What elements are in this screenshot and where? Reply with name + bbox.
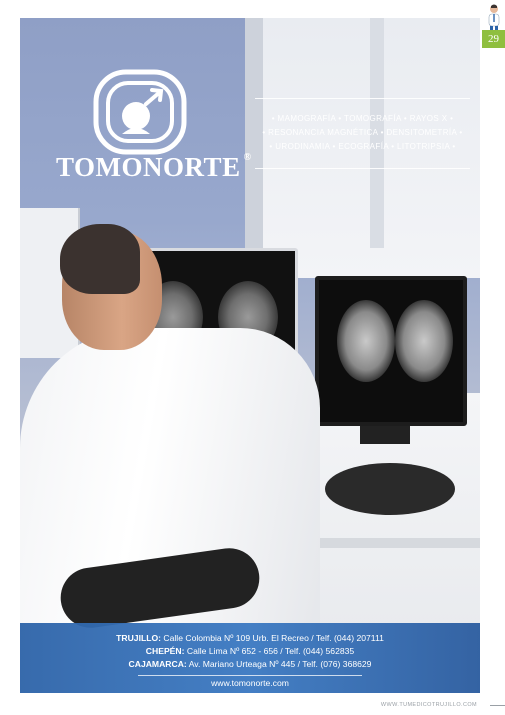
doctor-hair <box>60 224 140 294</box>
address-detail: Calle Colombia Nº 109 Urb. El Recreo / T… <box>163 633 384 643</box>
address-line: TRUJILLO: Calle Colombia Nº 109 Urb. El … <box>20 632 480 645</box>
advertisement: TOMONORTE ® • MAMOGRAFÍA • TOMOGRAFÍA • R… <box>20 18 480 693</box>
brain-scan <box>395 300 453 382</box>
footer-site[interactable]: WWW.TUMEDICOTRUJILLO.COM <box>380 702 477 708</box>
divider <box>138 675 362 676</box>
website-link[interactable]: www.tomonorte.com <box>211 678 289 688</box>
address-line: CAJAMARCA: Av. Mariano Urteaga Nº 445 / … <box>20 658 480 671</box>
doctor-figure-icon <box>488 4 500 30</box>
divider <box>255 98 470 99</box>
addresses: TRUJILLO: Calle Colombia Nº 109 Urb. El … <box>20 632 480 671</box>
brain-scan <box>337 300 395 382</box>
city-label: CHEPÉN: <box>145 646 185 656</box>
desk-edge <box>160 538 480 548</box>
samsung-monitor <box>315 276 467 426</box>
divider <box>255 168 470 169</box>
page-number: 29 <box>482 30 505 48</box>
address-detail: Calle Lima Nº 652 - 656 / Telf. (044) 56… <box>186 646 355 656</box>
tomonorte-logo-icon <box>93 69 187 155</box>
services-line: • MAMOGRAFÍA • TOMOGRAFÍA • RAYOS X • <box>271 114 454 123</box>
door-frame <box>245 18 263 318</box>
monitor-stand <box>360 426 410 444</box>
address-detail: Av. Mariano Urteaga Nº 445 / Telf. (076)… <box>188 659 372 669</box>
brand-name: TOMONORTE ® <box>56 152 256 183</box>
contact-band <box>20 623 480 693</box>
city-label: CAJAMARCA: <box>128 659 187 669</box>
services-line: • RESONANCIA MAGNÉTICA • DENSITOMETRÍA • <box>262 128 463 137</box>
door-frame <box>370 18 384 248</box>
city-label: TRUJILLO: <box>116 633 161 643</box>
brand-name-text: TOMONORTE <box>56 152 241 182</box>
address-line: CHEPÉN: Calle Lima Nº 652 - 656 / Telf. … <box>20 645 480 658</box>
services-line: • URODINAMIA • ECOGRAFÍA • LITOTRIPSIA • <box>269 142 456 151</box>
services-list: • MAMOGRAFÍA • TOMOGRAFÍA • RAYOS X • • … <box>255 98 470 169</box>
mousepad <box>325 463 455 515</box>
registered-mark: ® <box>243 152 252 163</box>
footer-divider <box>490 705 505 706</box>
